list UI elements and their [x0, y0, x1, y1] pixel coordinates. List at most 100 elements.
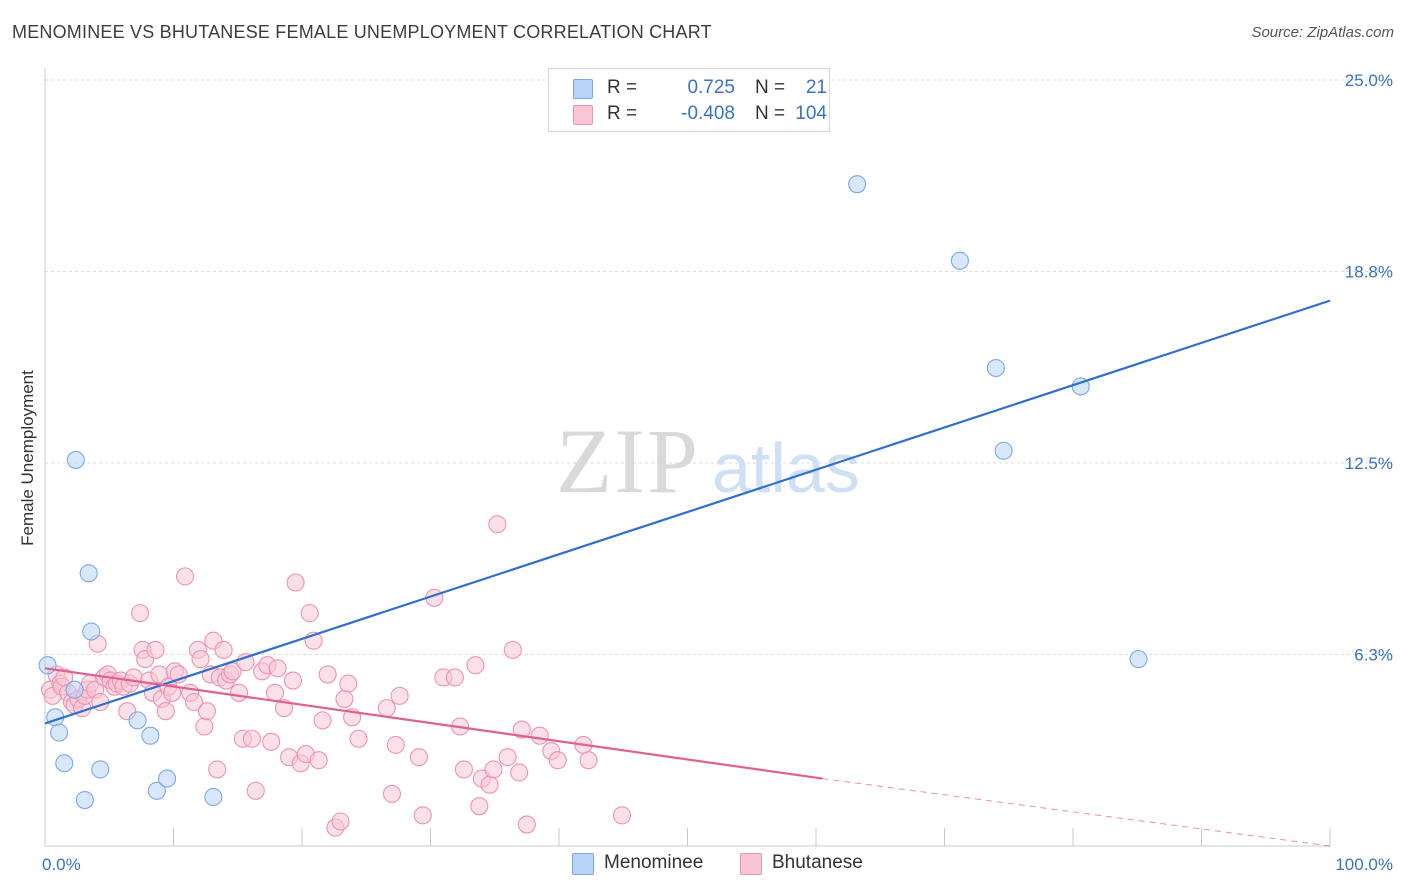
bhutanese-point: [612, 806, 632, 825]
bhutanese-point: [382, 784, 402, 803]
bhutanese-point: [386, 735, 405, 754]
bhutanese-point: [498, 748, 517, 767]
watermark: ZIP atlas: [556, 410, 860, 512]
y-tick-label: 12.5%: [1345, 454, 1393, 473]
bhutanese-point: [146, 640, 165, 659]
menominee-point: [994, 441, 1013, 460]
bhutanese-point: [208, 760, 227, 779]
chart-title: MENOMINEE VS BHUTANESE FEMALE UNEMPLOYME…: [12, 22, 712, 42]
n-value: 21: [805, 77, 827, 98]
bhutanese-point: [286, 573, 305, 592]
chart-source: Source: ZipAtlas.com: [1251, 24, 1394, 41]
bhutanese-point: [484, 760, 503, 779]
bhutanese-point: [512, 720, 531, 739]
bhutanese-point: [191, 650, 210, 669]
bhutanese-point: [262, 732, 281, 751]
menominee-point: [82, 622, 101, 641]
r-value: 0.725: [687, 77, 735, 98]
menominee-point: [75, 790, 94, 810]
bhutanese-point: [309, 751, 328, 770]
menominee-point: [158, 769, 177, 788]
bhutanese-point: [265, 683, 285, 702]
bhutanese-point: [313, 711, 332, 730]
r-label: R =: [607, 103, 638, 124]
bhutanese-point: [131, 604, 150, 623]
bhutanese-point: [242, 729, 261, 748]
bhutanese-trend-extension: [822, 778, 1331, 847]
x-tick-label-min: 0.0%: [42, 855, 81, 874]
bhutanese-point: [413, 806, 432, 825]
bhutanese-point: [530, 726, 549, 745]
menominee-trend-line: [44, 299, 1331, 725]
bhutanese-point: [124, 668, 143, 687]
bhutanese-point: [454, 760, 473, 779]
bhutanese-point: [214, 640, 233, 659]
bhutanese-point: [229, 683, 249, 702]
bhutanese-point: [331, 812, 350, 831]
n-value: 104: [795, 103, 827, 124]
bhutanese-point: [185, 692, 204, 712]
bhutanese-point: [377, 699, 396, 718]
r-value: -0.408: [681, 103, 735, 124]
bhutanese-point: [268, 659, 287, 678]
bhutanese-point: [156, 702, 175, 721]
bhutanese-point: [349, 729, 368, 748]
menominee-point: [50, 723, 69, 742]
menominee-point: [204, 787, 223, 807]
bhutanese-point: [335, 689, 354, 708]
menominee-point: [66, 450, 85, 469]
menominee-point: [128, 711, 147, 730]
y-axis-label: Female Unemployment: [18, 370, 37, 546]
bhutanese-point: [283, 671, 303, 690]
y-tick-label: 6.3%: [1354, 646, 1393, 665]
bhutanese-point: [409, 748, 428, 767]
bhutanese-point: [548, 751, 567, 770]
menominee-point: [147, 781, 166, 800]
legend-label-menominee: Menominee: [604, 852, 704, 873]
x-tick-label-max: 100.0%: [1335, 855, 1393, 874]
menominee-point: [91, 760, 110, 779]
bhutanese-swatch: [573, 105, 593, 125]
bhutanese-point: [488, 515, 507, 534]
y-tick-label: 18.8%: [1345, 263, 1393, 282]
correlation-legend: R = 0.725 N = 21 R = -0.408 N = 104: [548, 68, 830, 132]
bhutanese-point: [445, 668, 464, 687]
data-points: [38, 175, 1148, 837]
bhutanese-point: [510, 763, 529, 782]
bhutanese-point: [390, 686, 409, 705]
bhutanese-point: [339, 674, 358, 693]
axes: [44, 68, 1331, 847]
bhutanese-point: [318, 665, 337, 684]
trend-lines: [44, 299, 1331, 847]
bhutanese-point: [195, 717, 214, 736]
y-tick-label: 25.0%: [1345, 71, 1393, 90]
menominee-point: [65, 680, 84, 699]
menominee-point: [38, 656, 57, 675]
bhutanese-point: [246, 781, 265, 800]
menominee-point: [55, 754, 74, 773]
n-label: N =: [755, 77, 786, 98]
menominee-point: [848, 175, 867, 194]
menominee-swatch: [572, 853, 594, 875]
menominee-swatch: [573, 79, 593, 99]
bhutanese-point: [470, 797, 489, 816]
bhutanese-point: [503, 640, 522, 659]
watermark-atlas: atlas: [712, 429, 860, 507]
bhutanese-point: [466, 656, 485, 675]
menominee-point: [1129, 650, 1148, 669]
legend-label-bhutanese: Bhutanese: [772, 852, 863, 873]
bhutanese-point: [517, 815, 536, 834]
bhutanese-point: [197, 702, 216, 721]
r-label: R =: [607, 77, 638, 98]
menominee-point: [141, 726, 160, 745]
bhutanese-point: [300, 604, 319, 623]
watermark-zip: ZIP: [556, 410, 700, 512]
bhutanese-point: [579, 751, 598, 770]
bhutanese-point: [163, 683, 182, 702]
menominee-point: [79, 564, 98, 583]
tick-labels: 6.3% 12.5% 18.8% 25.0% 0.0% 100.0%: [42, 71, 1393, 874]
bhutanese-trend-line: [44, 667, 823, 780]
bhutanese-point: [176, 567, 195, 586]
n-label: N =: [755, 103, 786, 124]
